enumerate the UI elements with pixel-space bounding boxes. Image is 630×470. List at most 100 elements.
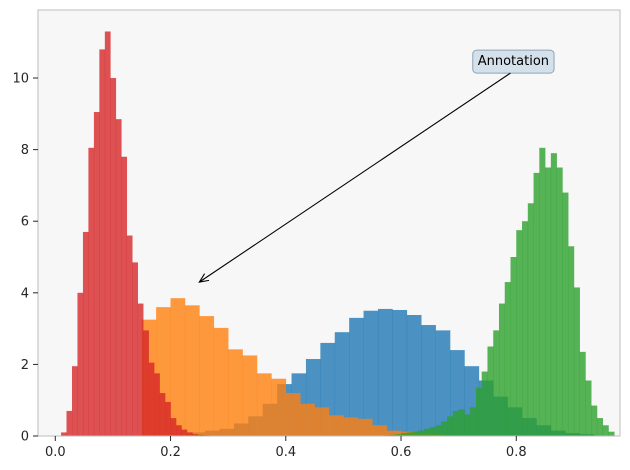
bar-orange-13 [329, 415, 344, 436]
bar-red-17 [154, 373, 160, 436]
bar-green-15 [470, 407, 477, 436]
bar-red-8 [104, 31, 111, 436]
y-tick-label: 2 [21, 358, 29, 373]
bar-green-21 [504, 282, 511, 436]
y-tick-label: 10 [12, 72, 29, 87]
bar-green-31 [562, 192, 569, 436]
plot-frame [37, 9, 621, 437]
bar-red-11 [121, 156, 128, 436]
bar-green-10 [441, 421, 448, 436]
bar-orange-2 [170, 298, 186, 436]
bar-orange-15 [357, 418, 373, 436]
bar-green-24 [522, 221, 529, 436]
annotation-arrow-head [198, 273, 210, 283]
x-axis: 0.0 0.2 0.4 0.6 0.8 [45, 436, 527, 460]
bar-red-12 [126, 235, 133, 436]
bar-red-25 [197, 434, 204, 436]
bar-red-10 [115, 119, 122, 437]
bar-red-2 [72, 366, 78, 436]
bar-green-20 [498, 303, 506, 436]
bar-blue-17 [435, 330, 451, 436]
bar-green-30 [556, 167, 563, 436]
bar-green-14 [464, 414, 471, 436]
bar-red-0 [61, 432, 67, 436]
bar-blue-16 [421, 325, 436, 436]
bar-green-13 [458, 409, 465, 436]
bar-green-37 [596, 418, 604, 436]
x-tick-label: 0.4 [275, 445, 296, 460]
bar-green-29 [550, 153, 557, 436]
annotation: Annotation [198, 49, 555, 283]
bar-green-8 [429, 427, 436, 436]
bar-orange-10 [285, 393, 301, 436]
y-tick-label: 0 [21, 430, 29, 445]
bar-blue-10 [334, 332, 350, 436]
bar-green-5 [412, 431, 419, 436]
bar-orange-14 [343, 417, 359, 436]
bar-red-23 [186, 432, 193, 436]
bar-red-4 [82, 231, 89, 436]
annotation-arrow-line [199, 72, 511, 282]
bar-orange-16 [372, 425, 387, 436]
bar-green-25 [527, 203, 534, 436]
bar-blue-15 [406, 315, 422, 436]
bar-green-32 [568, 246, 575, 436]
bar-green-7 [424, 428, 431, 436]
bar-blue-13 [377, 308, 393, 436]
bar-orange-4 [199, 316, 215, 436]
bar-red-19 [165, 401, 171, 436]
bar-green-27 [539, 147, 546, 436]
bar-green-28 [545, 167, 552, 436]
annotation-label: Annotation [478, 54, 549, 69]
bar-green-17 [481, 371, 488, 436]
bar-orange-17 [386, 430, 402, 436]
bar-green-4 [406, 432, 413, 436]
bar-red-22 [181, 429, 188, 436]
bar-blue-14 [392, 309, 408, 436]
bar-green-2 [395, 434, 402, 436]
bar-red-24 [192, 434, 199, 436]
bar-orange-11 [300, 403, 315, 436]
bar-green-33 [573, 287, 580, 436]
bar-green-9 [435, 425, 442, 436]
bar-green-16 [475, 387, 482, 436]
bar-red-7 [99, 49, 106, 436]
y-tick-label: 6 [21, 215, 29, 230]
bar-blue-12 [363, 310, 379, 436]
y-tick-label: 4 [21, 286, 29, 301]
bar-orange-7 [242, 355, 258, 436]
bars-layer [61, 31, 615, 437]
bar-orange-3 [184, 305, 200, 436]
bar-green-11 [447, 416, 454, 436]
bar-orange-8 [256, 373, 272, 436]
bar-red-6 [93, 112, 100, 436]
bar-red-13 [132, 262, 138, 436]
bar-green-6 [418, 430, 425, 436]
bar-red-14 [137, 303, 144, 436]
bar-red-9 [110, 78, 117, 437]
bar-orange-5 [213, 327, 229, 436]
series-red [61, 31, 215, 437]
bar-green-12 [452, 410, 459, 436]
bar-green-22 [510, 257, 517, 436]
bar-red-18 [159, 393, 166, 436]
bar-red-15 [143, 330, 149, 436]
bar-green-26 [533, 172, 540, 436]
bar-orange-9 [271, 378, 287, 436]
bar-green-23 [516, 230, 523, 436]
bar-green-19 [493, 330, 500, 436]
y-tick-label: 8 [21, 143, 29, 158]
bar-green-36 [591, 405, 598, 436]
bar-red-5 [88, 147, 95, 436]
x-tick-label: 0.0 [45, 445, 66, 460]
bar-red-20 [170, 418, 177, 436]
bar-green-34 [579, 351, 586, 436]
bar-green-39 [608, 431, 615, 436]
bar-red-21 [176, 425, 182, 436]
bar-green-38 [602, 425, 609, 436]
series-green [383, 147, 615, 436]
bar-green-35 [585, 380, 592, 436]
bar-green-18 [487, 346, 494, 436]
bar-orange-6 [228, 349, 243, 436]
